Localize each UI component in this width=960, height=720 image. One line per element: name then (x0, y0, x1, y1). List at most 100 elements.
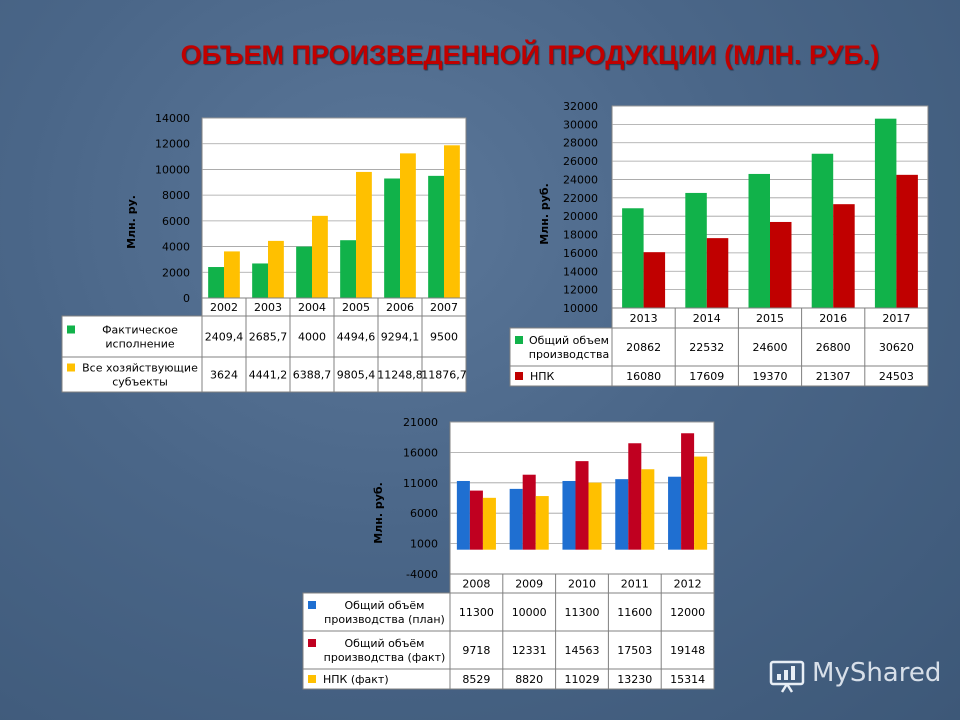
y-tick-label: 16000 (563, 247, 598, 260)
data-label: 14563 (565, 644, 600, 657)
bar-2003-series-0 (252, 263, 268, 298)
bar-2014-series-0 (685, 192, 707, 308)
bar-2012-series-0 (668, 476, 682, 550)
data-label: 20862 (626, 341, 661, 354)
legend-label: субъекты (112, 376, 168, 389)
bar-2007-series-0 (428, 175, 444, 298)
watermark: MyShared (768, 654, 948, 698)
category-label: 2005 (342, 301, 370, 314)
category-label: 2006 (386, 301, 414, 314)
plot-area (201, 117, 467, 299)
legend-label: производства (529, 348, 609, 361)
category-label: 2009 (515, 578, 543, 591)
data-label: 17503 (617, 644, 652, 657)
y-tick-label: 14000 (155, 112, 190, 125)
y-tick-label: 26000 (563, 155, 598, 168)
legend-label: Фактическое (102, 324, 178, 337)
bar-2011-series-1 (628, 443, 642, 550)
y-tick-label: 20000 (563, 210, 598, 223)
bar-2006-series-0 (384, 178, 400, 298)
bar-2013-series-0 (622, 208, 644, 308)
legend-key (67, 363, 75, 372)
y-tick-label: 21000 (403, 416, 438, 429)
legend-label: производства (факт) (324, 651, 446, 664)
bar-2004-series-0 (296, 246, 312, 298)
y-tick-label: 2000 (162, 266, 190, 279)
bar-2014-series-1 (706, 238, 729, 308)
data-label: 4441,2 (249, 369, 288, 382)
data-label: 11248,8 (377, 369, 423, 382)
table-row (302, 630, 715, 670)
y-tick-label: 28000 (563, 137, 598, 150)
bar-2008-series-0 (456, 480, 470, 550)
data-label: 4494,6 (337, 331, 376, 344)
legend-key (308, 601, 316, 609)
data-label: 12000 (670, 606, 705, 619)
data-label: 15314 (670, 673, 705, 686)
category-label: 2007 (430, 301, 458, 314)
y-tick-label: 0 (183, 292, 190, 305)
bar-2011-series-0 (615, 479, 629, 550)
y-axis-label: Млн. ру. (125, 195, 138, 249)
data-label: 19148 (670, 644, 705, 657)
data-label: 11876,7 (421, 369, 467, 382)
data-label: 26800 (816, 341, 851, 354)
data-label: 4000 (298, 331, 326, 344)
category-label: 2012 (674, 578, 702, 591)
legend-key (515, 372, 523, 380)
data-label: 8820 (515, 673, 543, 686)
bar-2002-series-0 (208, 267, 224, 298)
bar-2016-series-1 (833, 204, 855, 308)
y-tick-label: 32000 (563, 100, 598, 113)
presentation-icon (769, 660, 805, 693)
data-label: 24503 (879, 370, 914, 383)
legend-label: производства (план) (324, 613, 445, 626)
page-title: ОБЪЕМ ПРОИЗВЕДЕННОЙ ПРОДУКЦИИ (МЛН. РУБ.… (180, 40, 880, 70)
legend-label: Все хозяйствующие (82, 362, 198, 375)
category-label: 2008 (462, 578, 490, 591)
y-tick-label: -4000 (406, 568, 438, 581)
bar-2015-series-0 (748, 173, 770, 308)
data-label: 22532 (689, 341, 724, 354)
category-label: 2010 (568, 578, 596, 591)
category-label: 2013 (630, 312, 658, 325)
data-label: 17609 (689, 370, 724, 383)
bar-2009-series-1 (522, 474, 536, 550)
y-tick-label: 14000 (563, 265, 598, 278)
bar-2010-series-2 (588, 482, 602, 550)
y-tick-label: 1000 (410, 538, 438, 551)
category-label: 2004 (298, 301, 326, 314)
data-label: 11300 (565, 606, 600, 619)
y-tick-label: 11000 (403, 477, 438, 490)
bar-2007-series-1 (444, 145, 460, 298)
table-row (61, 356, 467, 393)
data-label: 30620 (879, 341, 914, 354)
y-tick-label: 16000 (403, 446, 438, 459)
bar-2004-series-1 (312, 215, 328, 298)
y-axis-label: Млн. руб. (538, 183, 551, 245)
y-tick-label: 6000 (162, 215, 190, 228)
y-tick-label: 4000 (162, 241, 190, 254)
data-label: 11029 (565, 673, 600, 686)
legend-label: Общий объём (345, 637, 425, 650)
bar-2009-series-2 (535, 496, 549, 550)
legend-key (308, 639, 316, 647)
table-row (61, 315, 467, 358)
category-label: 2011 (621, 578, 649, 591)
y-tick-label: 12000 (563, 284, 598, 297)
bar-2002-series-1 (224, 251, 240, 298)
legend-label: НПК (факт) (323, 673, 389, 686)
bar-2006-series-1 (400, 153, 416, 298)
watermark-text: MyShared (812, 658, 942, 688)
bar-2015-series-1 (770, 221, 792, 308)
legend-key (67, 325, 75, 334)
y-tick-label: 30000 (563, 118, 598, 131)
data-label: 10000 (512, 606, 547, 619)
y-tick-label: 10000 (563, 302, 598, 315)
data-label: 21307 (816, 370, 851, 383)
y-tick-label: 10000 (155, 163, 190, 176)
table-row (509, 327, 929, 367)
